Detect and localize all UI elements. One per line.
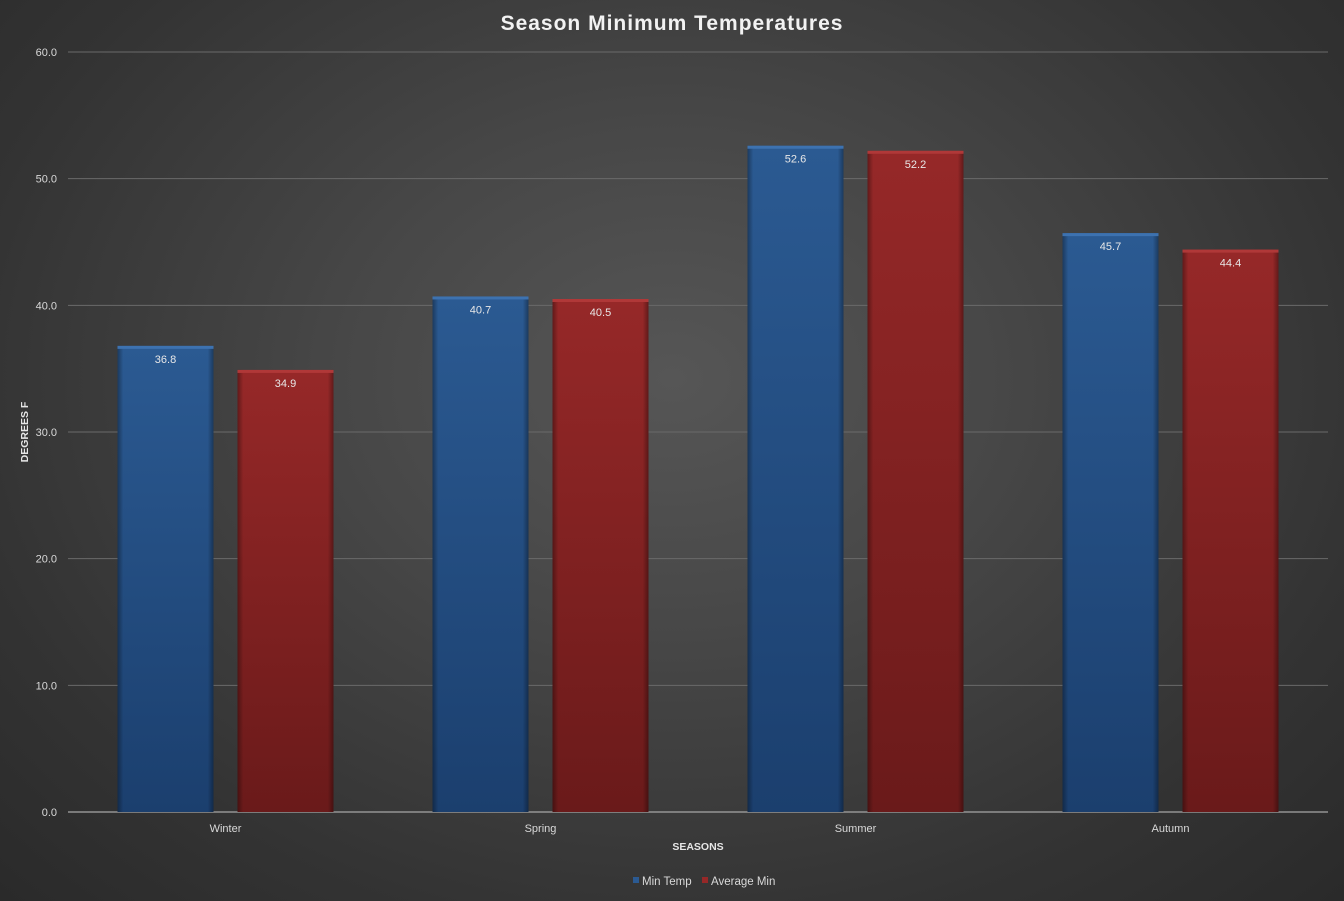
- bars: [117, 145, 1279, 813]
- bar-top-edge: [117, 345, 214, 349]
- x-tick-label: Spring: [525, 823, 557, 835]
- bar-shading: [747, 145, 844, 812]
- bar-top-edge: [552, 299, 649, 302]
- bar-top-edge: [237, 369, 334, 373]
- legend-label: Min Temp: [642, 876, 692, 888]
- bar-shading: [237, 369, 334, 812]
- x-tick-label: Summer: [835, 823, 877, 835]
- y-tick-label: 30.0: [36, 427, 57, 439]
- x-tick-label: Winter: [210, 823, 242, 835]
- bar-shading: [1182, 249, 1279, 813]
- bar-shading: [432, 296, 529, 812]
- bar-top-edge: [867, 150, 964, 154]
- y-tick-label: 50.0: [36, 174, 57, 186]
- x-axis-ticks: Winter Spring Summer Autumn: [210, 823, 1190, 835]
- bar-shading: [1062, 233, 1159, 813]
- data-label: 34.9: [275, 378, 296, 390]
- y-tick-label: 20.0: [36, 554, 57, 566]
- data-label: 40.5: [590, 307, 611, 319]
- y-tick-label: 40.0: [36, 300, 57, 312]
- data-label: 45.7: [1100, 241, 1121, 253]
- legend-swatch-min-temp: [633, 877, 639, 883]
- x-tick-label: Autumn: [1152, 823, 1190, 835]
- bar-shading: [867, 150, 964, 813]
- data-labels: 36.8 34.9 40.7 40.5 52.6 52.2 45.7 44.4: [155, 154, 1241, 390]
- data-label: 52.6: [785, 154, 806, 166]
- bar-shading: [117, 345, 214, 812]
- bar-shading: [552, 299, 649, 812]
- bar-top-edge: [1062, 233, 1159, 237]
- y-axis-title: DEGREES F: [19, 401, 31, 462]
- chart-title: Season Minimum Temperatures: [501, 12, 844, 35]
- bar-top-edge: [1182, 249, 1279, 253]
- data-label: 40.7: [470, 304, 491, 316]
- data-label: 36.8: [155, 354, 176, 366]
- data-label: 52.2: [905, 159, 926, 171]
- legend-swatch-average-min: [702, 877, 708, 883]
- x-axis-title: SEASONS: [672, 841, 723, 853]
- legend-label: Average Min: [711, 876, 775, 888]
- legend: Min Temp Average Min: [633, 876, 775, 888]
- bar-top-edge: [432, 296, 529, 300]
- data-label: 44.4: [1220, 258, 1241, 270]
- y-tick-label: 60.0: [36, 47, 57, 59]
- y-axis-ticks: 0.0 10.0 20.0 30.0 40.0 50.0 60.0: [36, 47, 57, 819]
- bar-top-edge: [747, 145, 844, 149]
- y-tick-label: 10.0: [36, 680, 57, 692]
- y-tick-label: 0.0: [42, 807, 57, 819]
